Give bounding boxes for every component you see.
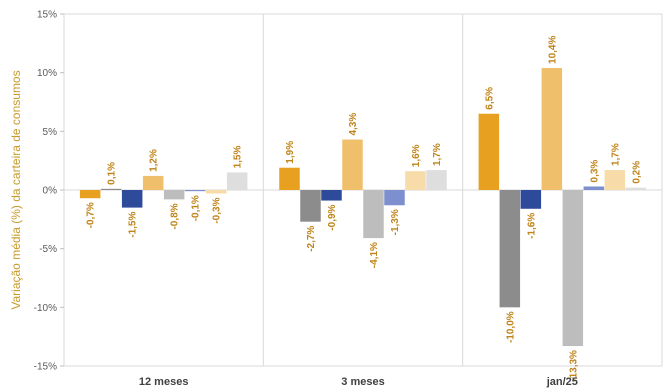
data-label: 6,5% xyxy=(484,87,495,110)
data-label: 1,2% xyxy=(149,149,160,172)
bar xyxy=(121,190,143,208)
x-category-label: 3 meses xyxy=(341,376,384,388)
x-category-label: jan/25 xyxy=(546,376,578,388)
data-label: -4,1% xyxy=(369,242,380,268)
bar xyxy=(79,190,101,199)
y-tick-label: 10% xyxy=(37,68,57,79)
bar xyxy=(205,190,227,194)
y-tick-label: -5% xyxy=(39,244,57,255)
bar xyxy=(342,139,363,190)
bar xyxy=(478,113,500,190)
data-label: -0,1% xyxy=(191,195,202,221)
x-category-label: 12 meses xyxy=(139,376,189,388)
bar xyxy=(226,172,248,190)
y-axis-ticks: -15% -10% -5% 0% 5% 10% 15% xyxy=(34,10,64,373)
data-label: 1,7% xyxy=(610,143,621,166)
bar xyxy=(520,190,542,209)
data-label: -0,7% xyxy=(86,202,97,228)
bar xyxy=(384,190,405,206)
y-tick-label: 0% xyxy=(43,186,58,197)
data-label: -0,3% xyxy=(212,197,223,223)
y-tick-label: 5% xyxy=(43,127,58,138)
data-label: -10,0% xyxy=(505,311,516,343)
bar xyxy=(583,186,605,190)
bar xyxy=(426,170,447,190)
bar xyxy=(499,190,521,308)
bar xyxy=(300,190,321,222)
data-label: 0,2% xyxy=(631,161,642,184)
x-axis-categories: 12 meses 3 meses jan/25 xyxy=(139,376,578,388)
data-label: 1,7% xyxy=(432,143,443,166)
y-tick-label: -10% xyxy=(34,303,57,314)
y-tick-label: 15% xyxy=(37,10,57,21)
y-tick-label: -15% xyxy=(34,362,57,373)
bar xyxy=(321,190,342,201)
data-label: 0,3% xyxy=(589,160,600,183)
data-label: -1,5% xyxy=(128,211,139,237)
data-label: 4,3% xyxy=(348,113,359,136)
data-label: -13,3% xyxy=(568,350,579,382)
data-label: -2,7% xyxy=(306,226,317,252)
bar xyxy=(604,170,626,190)
data-label: -1,3% xyxy=(390,209,401,235)
data-label: -0,9% xyxy=(327,204,338,230)
data-label: 1,6% xyxy=(411,144,422,167)
data-label: 1,9% xyxy=(285,141,296,164)
data-label: 0,1% xyxy=(107,162,118,185)
bar xyxy=(279,167,300,190)
data-label: 10,4% xyxy=(547,36,558,64)
bar xyxy=(163,190,185,200)
y-axis-label: Variação média (%) da carteira de consum… xyxy=(9,70,23,309)
bars xyxy=(79,67,647,347)
data-label: -1,6% xyxy=(526,213,537,239)
data-label: -0,8% xyxy=(170,203,181,229)
bar xyxy=(363,190,384,239)
bar xyxy=(184,190,206,192)
data-label: 1,5% xyxy=(233,145,244,168)
bar xyxy=(405,171,426,190)
data-labels: -0,7% 0,1% -1,5% 1,2% -0,8% -0,1% -0,3% 1,5% 1,9… xyxy=(86,36,643,382)
bar xyxy=(100,188,122,190)
bar xyxy=(142,175,164,190)
bar xyxy=(562,190,584,347)
bar xyxy=(541,67,563,190)
bar xyxy=(625,187,647,190)
